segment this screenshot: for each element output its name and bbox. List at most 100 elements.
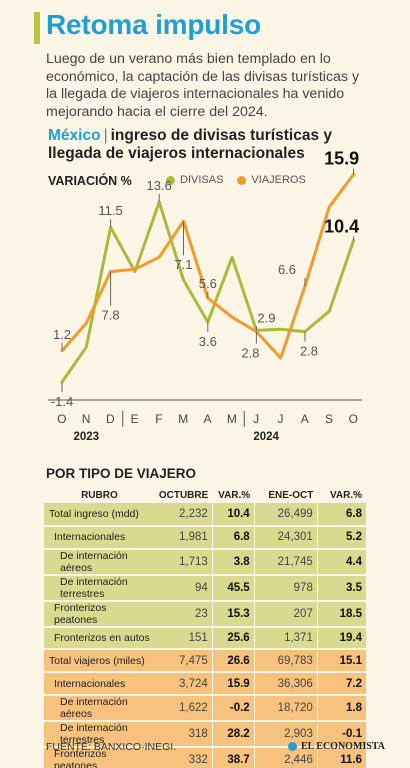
x-tick-label: A: [301, 412, 310, 426]
data-label-divisas: 10.4: [324, 216, 359, 236]
row-var-ene-oct: 4.4: [317, 548, 366, 576]
legend-label-viajeros: VIAJEROS: [251, 174, 306, 186]
data-label-viajeros: 15.9: [324, 148, 359, 168]
row-ene-oct: 26,499: [254, 503, 318, 527]
row-var-octubre: -0.2: [212, 694, 255, 722]
header-var-ene-oct: VAR.%: [329, 489, 362, 501]
brand-logo: EL ECONOMISTA: [288, 741, 385, 752]
row-ene-oct: 36,306: [254, 672, 318, 696]
row-octubre: 332: [154, 746, 213, 768]
row-name: De internación aéreos: [44, 548, 155, 576]
x-tick-label: O: [57, 412, 67, 426]
page-title: Retoma impulso: [46, 9, 262, 40]
row-ene-oct: 69,783: [254, 649, 318, 674]
chart-subtitle: México | ingreso de divisas turísticas y l…: [48, 127, 358, 163]
data-label-viajeros: 2.8: [241, 346, 259, 361]
x-tick-label: J: [253, 412, 260, 426]
row-octubre: 151: [154, 626, 213, 651]
row-ene-oct: 18,720: [254, 694, 318, 722]
row-var-octubre: 25.6: [212, 626, 255, 651]
row-ene-oct: 2,446: [254, 746, 318, 768]
data-label-divisas: -1.4: [51, 394, 73, 409]
row-var-ene-oct: 7.2: [317, 672, 366, 696]
legend-swatch-viajeros: [237, 175, 247, 185]
x-tick-label: E: [131, 412, 140, 426]
row-name: Fronterizos en autos: [44, 626, 155, 651]
row-name: De internación terrestres: [44, 574, 155, 602]
line-chart: -1.4 11.5 13.6 3.6 2.9 2.8 10.4 1.2 7.8 7.1 5.6 2.8…: [48, 148, 362, 443]
row-octubre: 7,475: [154, 649, 213, 674]
data-label-viajeros: 1.2: [53, 327, 71, 342]
x-tick-label: A: [204, 412, 213, 426]
table-row: Fronterizos peatones 332 38.7 2,446 11.6: [44, 746, 366, 768]
x-tick-label: F: [155, 412, 163, 426]
table-row: Internacionales 3,724 15.9 36,306 7.2: [44, 672, 366, 696]
legend-label-divisas: DIVISAS: [180, 174, 224, 186]
table-row: Internacionales 1,981 6.8 24,301 5.2: [44, 525, 366, 550]
data-label-viajeros: 7.1: [174, 257, 192, 272]
row-var-ene-oct: 1.8: [317, 694, 366, 722]
row-var-ene-oct: 11.6: [317, 746, 366, 768]
row-name: Internacionales: [44, 525, 155, 550]
row-octubre: 3,724: [154, 672, 213, 696]
header-var-octubre: VAR.%: [218, 489, 251, 501]
table-section-title: POR TIPO DE VIAJERO: [46, 466, 197, 481]
subtitle-text: ingreso de divisas turísticas y llegada …: [48, 127, 332, 162]
source-note: FUENTE: BANXICO-INEGI.: [46, 741, 177, 753]
table-header-row: RUBRO OCTUBRE VAR.% ENE-OCT VAR.%: [44, 487, 366, 503]
legend-item-viajeros: VIAJEROS: [237, 174, 306, 186]
row-var-ene-oct: 15.1: [317, 649, 366, 674]
brand-name: EL ECONOMISTA: [301, 741, 385, 752]
row-octubre: 318: [154, 720, 213, 748]
table-row: De internación terrestres 318 28.2 2,903 -0.…: [44, 720, 366, 748]
row-name: Fronterizos peatones: [44, 600, 155, 628]
row-var-octubre: 38.7: [212, 746, 255, 768]
row-var-octubre: 6.8: [212, 525, 255, 550]
data-label-divisas: 13.6: [147, 178, 172, 193]
row-ene-oct: 24,301: [254, 525, 318, 550]
legend-item-divisas: DIVISAS: [166, 174, 223, 186]
row-name: De internación aéreos: [44, 694, 155, 722]
brand-circle-icon: [288, 742, 297, 751]
data-label-viajeros: 5.6: [199, 276, 217, 291]
table-row: De internación aéreos 1,713 3.8 21,745 4.4: [44, 548, 366, 576]
row-ene-oct: 2,903: [254, 720, 318, 748]
table-row: Fronterizos en autos 151 25.6 1,371 19.4: [44, 626, 366, 651]
data-label-viajeros: 7.8: [102, 308, 120, 323]
row-octubre: 1,981: [154, 525, 213, 550]
row-name: Total ingreso (mdd): [44, 503, 155, 527]
header-octubre: OCTUBRE: [158, 489, 209, 501]
row-var-ene-oct: 6.8: [317, 503, 366, 527]
x-tick-label: S: [325, 412, 334, 426]
x-tick-label: M: [178, 412, 189, 426]
x-tick-label: D: [106, 412, 115, 426]
table-row: Total ingreso (mdd) 2,232 10.4 26,499 6.8: [44, 503, 366, 527]
header-rubro: RUBRO: [81, 489, 118, 501]
title-accent-bar: [34, 12, 40, 44]
row-name: De internación terrestres: [44, 720, 155, 748]
row-var-octubre: 28.2: [212, 720, 255, 748]
row-var-octubre: 15.9: [212, 672, 255, 696]
data-label-divisas: 11.5: [98, 203, 122, 218]
x-tick-label: N: [82, 412, 91, 426]
row-ene-oct: 978: [254, 574, 318, 602]
row-octubre: 2,232: [154, 503, 213, 527]
data-label-viajeros: 6.6: [278, 262, 296, 277]
table-row: Total viajeros (miles) 7,475 26.6 69,783 15.…: [44, 649, 366, 674]
row-var-octubre: 26.6: [212, 649, 255, 674]
x-tick-label: J: [277, 412, 284, 426]
row-var-octubre: 45.5: [212, 574, 255, 602]
table-row: Fronterizos peatones 23 15.3 207 18.5: [44, 600, 366, 628]
intro-text: Luego de un verano más bien templado en …: [46, 51, 360, 120]
row-octubre: 23: [154, 600, 213, 628]
row-ene-oct: 21,745: [254, 548, 318, 576]
traveler-type-table: RUBRO OCTUBRE VAR.% ENE-OCT VAR.% Total …: [44, 487, 366, 768]
row-var-ene-oct: 18.5: [317, 600, 366, 628]
year-label: 2024: [253, 431, 279, 443]
row-name: Fronterizos peatones: [44, 746, 155, 768]
row-name: Total viajeros (miles): [44, 649, 155, 674]
data-label-divisas: 2.8: [300, 344, 318, 359]
row-var-ene-oct: 5.2: [317, 525, 366, 550]
subtitle-separator: |: [103, 127, 108, 144]
table-row: De internación aéreos 1,622 -0.2 18,720 1.8: [44, 694, 366, 722]
